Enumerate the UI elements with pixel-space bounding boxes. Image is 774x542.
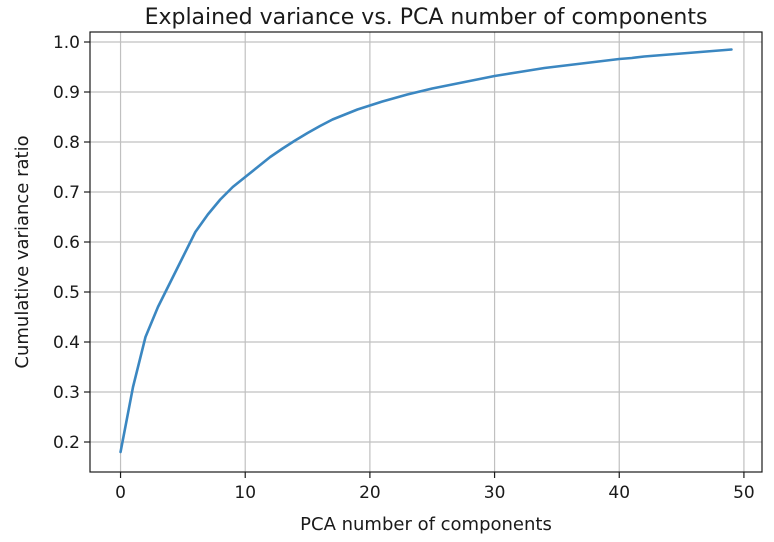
y-tick-label: 1.0	[53, 33, 80, 53]
ticks: 0 10 20 30 40 50 0.2 0.3 0.4 0.5 0.6 0.7 0.8 0.9 1.0	[53, 33, 755, 503]
series-line	[119, 48, 733, 454]
y-tick-label: 0.4	[53, 333, 80, 353]
x-tick-label: 40	[608, 483, 630, 503]
y-tick-label: 0.9	[53, 83, 80, 103]
y-axis-label: Cumulative variance ratio	[12, 135, 33, 368]
x-tick-label: 10	[234, 483, 256, 503]
x-tick-label: 30	[484, 483, 506, 503]
y-tick-label: 0.7	[53, 183, 80, 203]
chart-title: Explained variance vs. PCA number of com…	[145, 5, 708, 30]
x-tick-label: 0	[115, 483, 126, 503]
y-tick-label: 0.2	[53, 433, 80, 453]
y-tick-label: 0.5	[53, 283, 80, 303]
x-tick-label: 50	[733, 483, 755, 503]
x-axis-label: PCA number of components	[300, 514, 552, 535]
grid	[90, 32, 762, 472]
y-tick-label: 0.8	[53, 133, 80, 153]
y-tick-label: 0.6	[53, 233, 80, 253]
series-layer	[119, 48, 733, 454]
y-tick-label: 0.3	[53, 383, 80, 403]
plot-frame	[89, 31, 763, 473]
x-tick-label: 20	[359, 483, 381, 503]
